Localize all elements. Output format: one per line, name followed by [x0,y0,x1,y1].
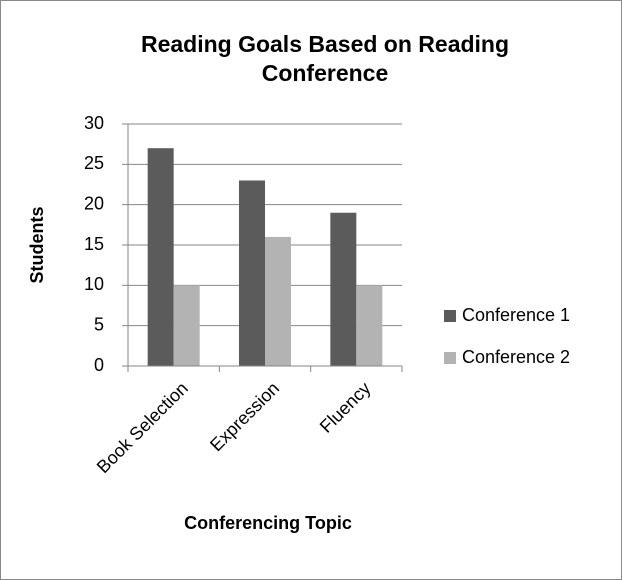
x-tick-label: Book Selection [93,378,192,477]
y-tick-label: 10 [84,274,104,294]
y-tick-label: 5 [94,314,104,334]
legend-label: Conference 2 [462,347,570,367]
y-tick-label: 20 [84,193,104,213]
y-tick-label: 30 [84,113,104,133]
x-tick-label: Expression [206,378,283,455]
legend-swatch [444,352,456,364]
x-axis-label: Conferencing Topic [184,513,352,533]
y-axis-label: Students [27,206,47,283]
bar [239,180,265,366]
bar [265,236,291,366]
bar [173,285,200,366]
y-tick-label: 0 [94,355,104,375]
legend-label: Conference 1 [462,305,570,325]
bar [356,285,383,366]
bar [330,212,357,366]
legend-swatch [444,310,456,322]
x-tick-label: Fluency [316,378,375,437]
y-tick-label: 15 [84,234,104,254]
bar [147,148,174,366]
chart-title: Reading Goals Based on Reading Conferenc… [140,31,510,86]
y-tick-label: 25 [84,153,104,173]
